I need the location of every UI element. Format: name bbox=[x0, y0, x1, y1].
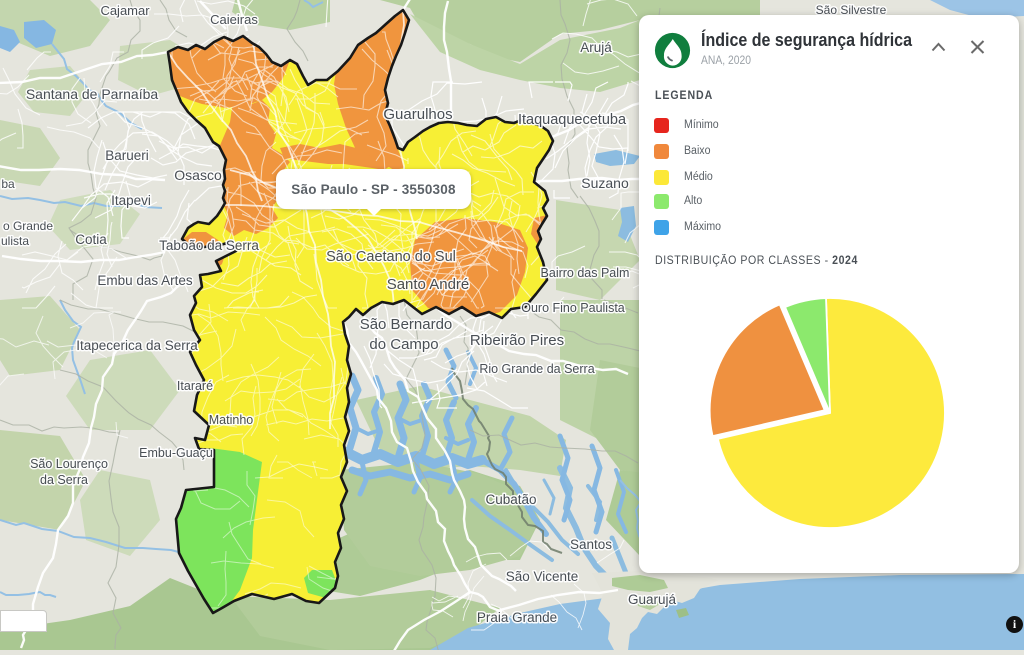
svg-text:Itararé: Itararé bbox=[177, 379, 213, 393]
svg-text:Praia Grande: Praia Grande bbox=[477, 610, 557, 625]
svg-text:Bairro das Palm: Bairro das Palm bbox=[541, 266, 630, 280]
svg-text:Itapevi: Itapevi bbox=[111, 193, 151, 208]
svg-text:Cajamar: Cajamar bbox=[100, 3, 150, 18]
svg-text:Matinho: Matinho bbox=[209, 413, 254, 427]
svg-text:Osasco: Osasco bbox=[174, 167, 222, 183]
svg-text:Taboão da Serra: Taboão da Serra bbox=[159, 238, 259, 253]
svg-text:Ouro Fino Paulista: Ouro Fino Paulista bbox=[521, 301, 625, 315]
svg-text:Suzano: Suzano bbox=[581, 175, 629, 191]
svg-text:Cotia: Cotia bbox=[75, 232, 107, 247]
svg-text:Ribeirão Pires: Ribeirão Pires bbox=[470, 332, 564, 349]
svg-text:São Lourenço: São Lourenço bbox=[30, 457, 108, 471]
svg-text:Itaquaquecetuba: Itaquaquecetuba bbox=[518, 112, 627, 128]
svg-text:São Vicente: São Vicente bbox=[506, 569, 579, 584]
svg-text:São Caetano do Sul: São Caetano do Sul bbox=[326, 249, 456, 265]
svg-text:Barueri: Barueri bbox=[105, 148, 149, 163]
svg-text:Embu-Guaçu: Embu-Guaçu bbox=[139, 446, 213, 460]
svg-text:Guarulhos: Guarulhos bbox=[383, 106, 452, 123]
svg-text:Guarujá: Guarujá bbox=[628, 592, 677, 607]
svg-text:São Silvestre: São Silvestre bbox=[816, 3, 887, 17]
svg-text:da Serra: da Serra bbox=[40, 473, 88, 487]
svg-text:Caieiras: Caieiras bbox=[210, 12, 258, 27]
svg-text:do Campo: do Campo bbox=[369, 336, 438, 353]
svg-text:ba: ba bbox=[1, 177, 15, 191]
svg-text:São Bernardo: São Bernardo bbox=[360, 316, 453, 333]
svg-text:Itapecerica da Serra: Itapecerica da Serra bbox=[76, 338, 198, 353]
svg-text:Embu das Artes: Embu das Artes bbox=[97, 273, 193, 288]
svg-text:Rio Grande da Serra: Rio Grande da Serra bbox=[479, 362, 594, 376]
svg-text:Arujá: Arujá bbox=[580, 40, 612, 55]
svg-text:ulista: ulista bbox=[1, 234, 29, 248]
svg-text:Santana de Parnaíba: Santana de Parnaíba bbox=[26, 86, 159, 102]
svg-text:Cubatão: Cubatão bbox=[485, 492, 536, 507]
svg-text:o Grande: o Grande bbox=[3, 219, 53, 233]
svg-text:Santo André: Santo André bbox=[387, 276, 470, 293]
svg-text:Santos: Santos bbox=[570, 537, 612, 552]
